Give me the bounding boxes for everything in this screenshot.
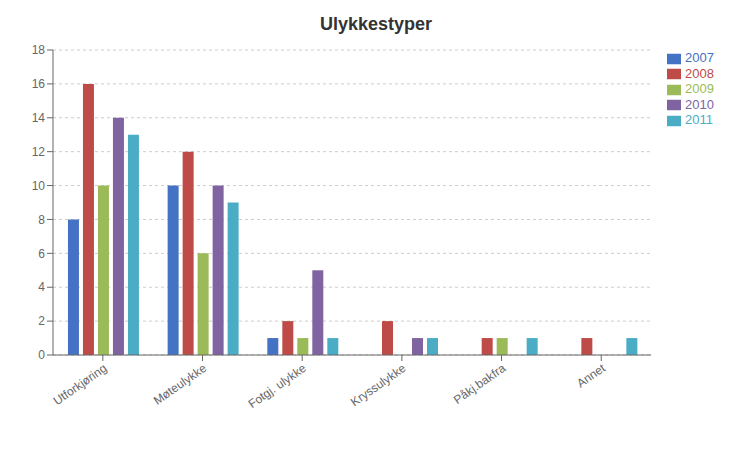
svg-text:Utforkjøring: Utforkjøring — [51, 361, 110, 408]
svg-text:6: 6 — [38, 247, 45, 261]
svg-text:14: 14 — [32, 111, 46, 125]
svg-text:0: 0 — [38, 348, 45, 362]
svg-text:16: 16 — [32, 77, 46, 91]
html-text:2007: 2007 — [685, 50, 714, 65]
html-text:2011: 2011 — [685, 112, 713, 128]
svg-text:10: 10 — [32, 179, 46, 193]
svg-text:Møteulykke: Møteulykke — [151, 361, 210, 408]
html-text:2008: 2008 — [685, 65, 714, 81]
svg-text:8: 8 — [38, 213, 45, 227]
html-text:2009: 2009 — [685, 81, 714, 97]
svg-text:Kryssulykke: Kryssulykke — [348, 361, 409, 409]
html-text:Ulykkestyper: Ulykkestyper — [320, 14, 432, 34]
svg-text:Annet: Annet — [574, 361, 608, 391]
svg-text:12: 12 — [32, 145, 46, 159]
svg-text:Påkj.bakfra: Påkj.bakfra — [451, 361, 508, 407]
html-text:2010: 2010 — [685, 96, 714, 112]
svg-text:Fotgj. ulykke: Fotgj. ulykke — [246, 361, 309, 411]
svg-text:18: 18 — [32, 43, 46, 57]
svg-text:2: 2 — [38, 314, 45, 328]
svg-text:4: 4 — [38, 280, 45, 294]
